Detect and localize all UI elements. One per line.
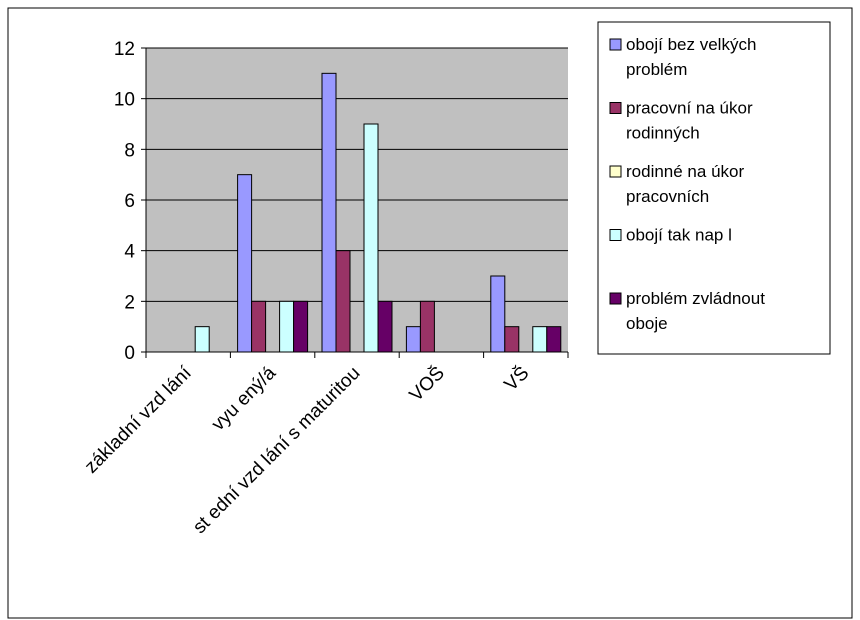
legend-label-line: obojí bez velkých xyxy=(626,35,756,54)
bar-1-4 xyxy=(405,326,421,353)
legend-label-line: rodinných xyxy=(626,124,700,143)
legend-swatch-2 xyxy=(609,102,622,114)
y-tick-label: 0 xyxy=(124,343,135,364)
y-tick-label: 12 xyxy=(114,39,135,60)
bar-2-4 xyxy=(419,300,435,353)
y-tick-label: 8 xyxy=(124,140,135,161)
bar-4-5 xyxy=(532,326,548,353)
bar-2-2 xyxy=(251,300,267,353)
legend-label-line: pracovních xyxy=(626,187,709,206)
legend-label-1: obojí bez velkých problém xyxy=(626,35,756,79)
legend-label-line: problém zvládnout xyxy=(626,289,765,308)
bar-4-1 xyxy=(194,326,210,353)
y-tick-label: 6 xyxy=(124,191,135,212)
legend: obojí bez velkých problém pracovní na úkor… xyxy=(597,21,831,355)
legend-label-5: problém zvládnout oboje xyxy=(626,289,765,333)
bar-2-3 xyxy=(335,250,351,353)
bar-5-2 xyxy=(293,300,309,353)
legend-label-4: obojí tak nap l xyxy=(626,226,732,245)
bar-4-2 xyxy=(279,300,295,353)
bar-1-3 xyxy=(321,72,337,353)
legend-label-line: obojí tak nap l xyxy=(626,226,732,245)
legend-label-line: oboje xyxy=(626,314,668,333)
legend-swatch-1 xyxy=(609,38,622,51)
y-tick-label: 4 xyxy=(124,242,135,263)
legend-box xyxy=(597,21,831,355)
plot-area xyxy=(146,47,568,353)
legend-label-3: rodinné na úkor pracovních xyxy=(626,162,744,206)
legend-swatch-5 xyxy=(609,292,622,305)
bar-2-5 xyxy=(504,326,520,353)
bar-5-5 xyxy=(546,326,562,353)
legend-swatch-4 xyxy=(609,229,622,241)
legend-swatch-3 xyxy=(609,165,622,178)
legend-label-line: rodinné na úkor xyxy=(626,162,744,181)
y-tick-label: 10 xyxy=(114,90,135,111)
bar-1-2 xyxy=(237,174,253,353)
bar-5-3 xyxy=(377,300,393,353)
legend-label-line: problém xyxy=(626,60,687,79)
legend-label-line: pracovní na úkor xyxy=(626,99,753,118)
bar-1-5 xyxy=(490,275,506,353)
legend-label-2: pracovní na úkor rodinných xyxy=(626,99,753,143)
bar-4-3 xyxy=(363,123,379,353)
y-tick-label: 2 xyxy=(124,292,135,313)
